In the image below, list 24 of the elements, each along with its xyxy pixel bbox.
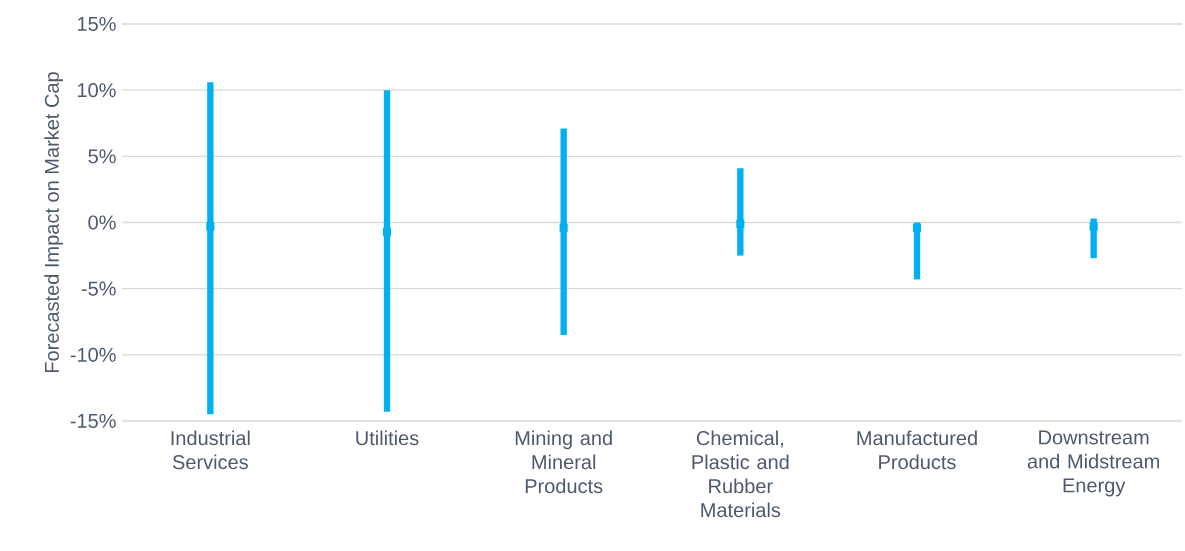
- bar: [383, 90, 391, 412]
- point: [206, 222, 215, 231]
- point: [382, 227, 392, 236]
- point: [1089, 222, 1098, 231]
- x-tick-label: Mining and Mineral Products: [515, 430, 612, 494]
- y-axis-title: Forecasted Impact on Market Cap: [44, 72, 63, 373]
- point: [912, 223, 922, 232]
- y-tick-label: 10%: [77, 83, 116, 98]
- x-tick-label: Manufactured Products: [857, 430, 977, 470]
- bar: [737, 168, 744, 256]
- y-tick-label: 0%: [88, 215, 116, 230]
- bar: [207, 82, 214, 415]
- x-tick-label: Utilities: [356, 430, 419, 446]
- y-tick-label: -5%: [81, 281, 116, 296]
- y-tick-label: 5%: [88, 149, 116, 164]
- x-tick-label: Downstream and Midstream Energy: [1027, 430, 1160, 497]
- x-tick-label: Industrial Services: [171, 430, 250, 470]
- bar: [560, 128, 567, 335]
- point: [559, 223, 568, 232]
- y-tick-label: 15%: [77, 16, 116, 32]
- y-tick-label: -10%: [70, 347, 116, 362]
- point: [736, 219, 745, 228]
- y-tick-label: -15%: [70, 413, 116, 429]
- x-tick-label: Chemical, Plastic and Rubber Materials: [692, 430, 789, 518]
